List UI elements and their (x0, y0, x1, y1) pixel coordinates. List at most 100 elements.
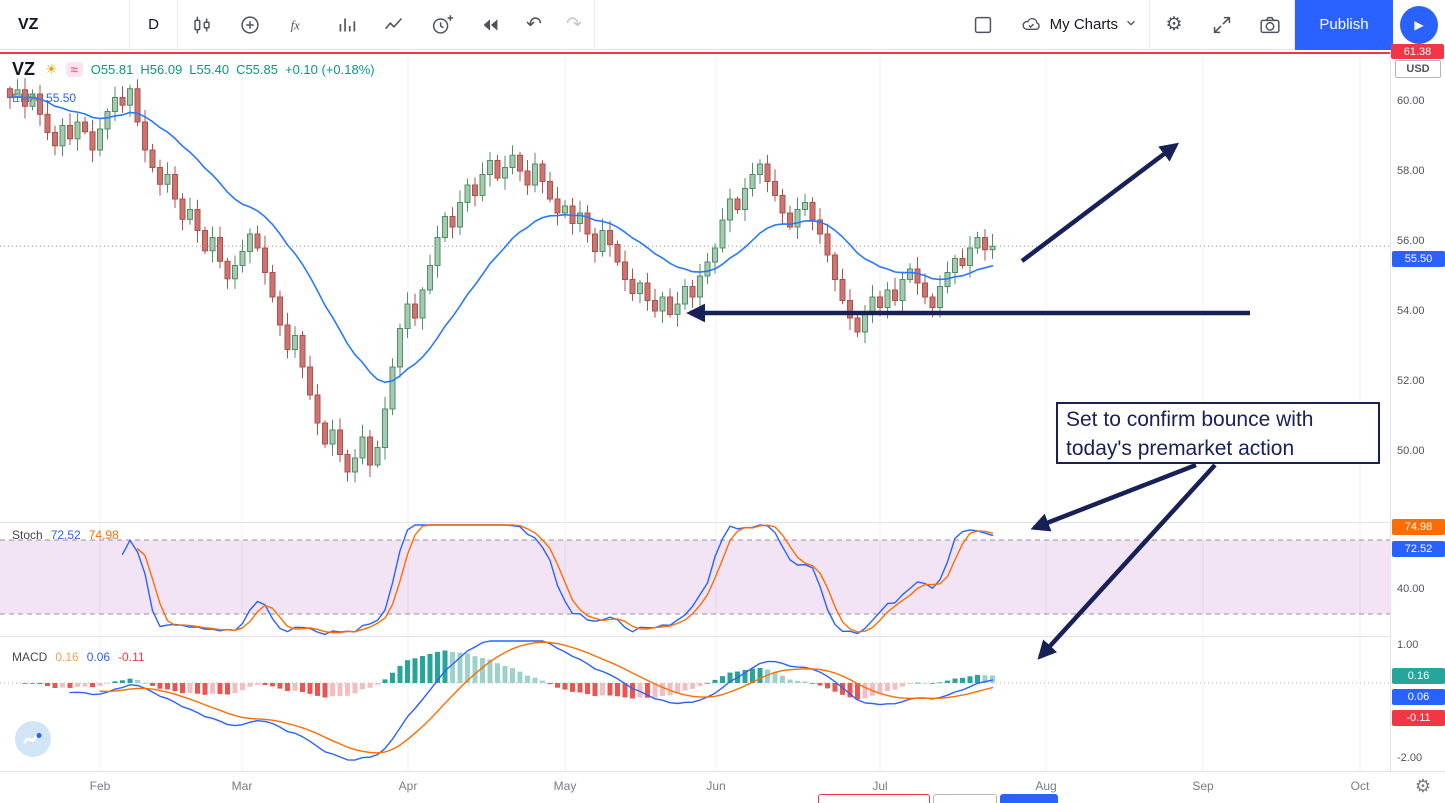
alert-button[interactable] (418, 0, 466, 49)
chart-area[interactable] (0, 51, 1390, 772)
compare-add-icon (241, 15, 259, 34)
macd-line-value: 0.06 (86, 650, 111, 664)
undo-button[interactable]: ↶ (514, 0, 554, 49)
ema-value: 55.50 (46, 91, 77, 105)
redo-icon: ↷ (566, 14, 582, 35)
toolbar-separator (177, 0, 178, 49)
wave-badge-icon: ≈ (65, 62, 83, 77)
change-value: +0.10 (+0.18%) (284, 62, 375, 77)
low-value: L55.40 (189, 62, 230, 77)
layout-square-icon (974, 16, 991, 33)
axis-settings-gear-icon[interactable]: ⚙ (1414, 776, 1431, 796)
alert-clock-icon (432, 14, 454, 34)
rewind-icon (483, 18, 498, 31)
macd-hist-value: 0.16 (55, 650, 79, 664)
compare-button[interactable] (226, 0, 274, 49)
symbol-search-button[interactable]: VZ (0, 0, 129, 49)
publish-play-button[interactable]: ▶ (1400, 5, 1438, 44)
time-axis-month-label[interactable]: Feb (89, 779, 111, 793)
price-axis-label: 56.00 (1397, 235, 1425, 247)
time-axis-month-label[interactable]: May (553, 779, 577, 793)
price-axis-label: 50.00 (1397, 445, 1425, 457)
stoch-k-value: 72.52 (50, 528, 81, 542)
stoch-axis-label: 40.00 (1397, 583, 1425, 595)
macd-signal-badge: -0.11 (1392, 710, 1445, 726)
toolbar-separator (594, 0, 595, 49)
annotation-text-box[interactable]: Set to confirm bounce with today's prema… (1056, 402, 1380, 464)
time-axis-month-label[interactable]: Sep (1192, 779, 1214, 793)
sell-button-partial[interactable] (818, 794, 930, 803)
ema-legend[interactable]: EMA 55.50 (12, 91, 76, 105)
time-axis-month-label[interactable]: Mar (231, 779, 253, 793)
stoch-d-value: 74.98 (88, 528, 119, 542)
toolbar-separator (129, 0, 130, 49)
indicators-button[interactable]: fx (274, 0, 322, 49)
toolbar-separator (1294, 0, 1295, 49)
macd-label: MACD (12, 650, 48, 664)
cloud-icon (1022, 17, 1040, 30)
ohlc-readout: O55.81 H56.09 L55.40 C55.85 +0.10 (+0.18… (91, 62, 375, 77)
indicator-templates-button[interactable] (322, 0, 370, 49)
select-layout-button[interactable] (959, 0, 1007, 49)
time-axis-month-label[interactable]: Aug (1035, 779, 1057, 793)
my-charts-button[interactable]: My Charts (1007, 0, 1149, 49)
macd-signal-value: -0.11 (118, 650, 145, 664)
macd-hist-badge: 0.16 (1392, 668, 1445, 684)
publish-label: Publish (1319, 16, 1369, 33)
toolbar-separator (1149, 0, 1150, 49)
ema-price-badge: 55.50 (1392, 251, 1445, 267)
chart-style-button[interactable] (178, 0, 226, 49)
gear-icon: ⚙ (1165, 14, 1183, 35)
header-symbol[interactable]: VZ (12, 59, 36, 79)
camera-icon (1260, 16, 1280, 33)
symbol-header: VZ ☀ ≈ O55.81 H56.09 L55.40 C55.85 +0.10… (12, 59, 375, 80)
close-value: C55.85 (236, 62, 278, 77)
stoch-legend[interactable]: Stoch 72.52 74.98 (12, 528, 119, 542)
macd-legend[interactable]: MACD 0.16 0.06 -0.11 (12, 650, 145, 664)
snapshot-button[interactable] (1246, 0, 1294, 49)
high-value: H56.09 (140, 62, 183, 77)
redo-button[interactable]: ↷ (554, 0, 594, 49)
price-axis[interactable]: USD 55.50 74.98 72.52 0.16 0.06 -0.11 40… (1390, 51, 1445, 771)
macd-axis-top-label: 1.00 (1397, 639, 1419, 651)
publish-button[interactable]: Publish (1295, 0, 1393, 50)
fullscreen-icon (1213, 16, 1231, 33)
timeframe-button[interactable]: D (130, 0, 177, 49)
columns-icon (339, 18, 356, 31)
bar-replay-button[interactable] (466, 0, 514, 49)
toolbar-symbol-label: VZ (18, 15, 39, 33)
time-axis-month-label[interactable]: Jun (706, 779, 726, 793)
zigzag-line-icon (385, 17, 403, 29)
timeframe-label: D (148, 16, 159, 33)
time-axis-month-label[interactable]: Apr (398, 779, 418, 793)
macd-axis-bottom-label: -2.00 (1397, 752, 1423, 764)
chart-canvas[interactable] (0, 51, 1390, 772)
stoch-label: Stoch (12, 528, 43, 542)
fx-icon: fx (291, 17, 301, 32)
top-toolbar: VZ D fx ↶ ↷ (0, 0, 1445, 50)
time-axis-month-label[interactable]: Oct (1350, 779, 1370, 793)
chart-settings-button[interactable]: ⚙ (1150, 0, 1198, 49)
buy-button-partial[interactable] (1000, 794, 1058, 803)
candlestick-icon (194, 16, 210, 33)
chevron-down-icon (1125, 16, 1137, 33)
stoch-d-badge: 74.98 (1392, 519, 1445, 535)
fullscreen-button[interactable] (1198, 0, 1246, 49)
play-icon: ▶ (1414, 17, 1424, 32)
ema-label: EMA (12, 91, 39, 105)
open-value: O55.81 (90, 62, 134, 77)
session-sun-icon: ☀ (45, 61, 58, 77)
currency-badge[interactable]: USD (1395, 60, 1441, 78)
annotation-line2: today's premarket action (1066, 437, 1295, 460)
undo-icon: ↶ (526, 14, 542, 35)
tradingview-logo[interactable] (15, 721, 51, 757)
annotation-line1: Set to confirm bounce with (1066, 408, 1314, 431)
time-axis-month-label[interactable]: Jul (872, 779, 888, 793)
order-info-partial (933, 794, 997, 803)
stoch-k-badge: 72.52 (1392, 541, 1445, 557)
my-charts-label: My Charts (1049, 16, 1118, 33)
svg-text:fx: fx (291, 17, 301, 32)
line-tools-button[interactable] (370, 0, 418, 49)
time-axis[interactable]: ⚙ Feb Mar Apr May Jun Jul Aug Sep Oct (0, 771, 1445, 803)
